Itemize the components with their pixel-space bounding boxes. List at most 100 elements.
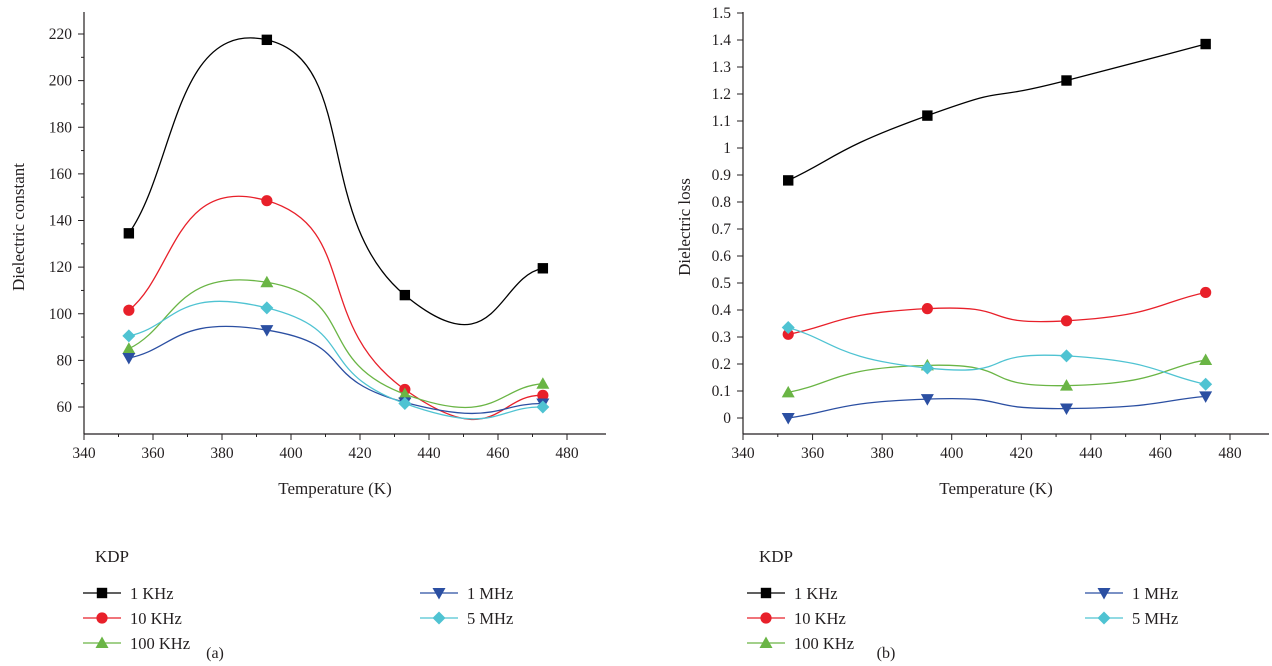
- data-point-1mhz-b: [1060, 403, 1074, 416]
- legend-label-100khz-b: 100 KHz: [794, 634, 854, 653]
- panel-caption-a: (a): [206, 645, 224, 662]
- x-tick-label-b: 420: [1010, 445, 1034, 462]
- y-axis-title-a: Dielectric constant: [9, 163, 28, 291]
- y-tick-label-a: 100: [49, 306, 73, 323]
- data-point-5mhz-b: [1199, 377, 1213, 391]
- series-line-5mhz-a: [128, 300, 543, 420]
- y-tick-label-a: 120: [49, 259, 73, 276]
- y-tick-label-b: 0.4: [712, 302, 732, 319]
- legend-label-1khz-a: 1 KHz: [130, 584, 174, 603]
- y-tick-label-b: 1.4: [712, 32, 732, 49]
- data-point-1khz-b: [1061, 75, 1072, 86]
- x-tick-label-b: 440: [1079, 445, 1103, 462]
- series-line-100khz-a: [128, 279, 543, 409]
- data-point-100khz-b: [1199, 353, 1213, 365]
- x-tick-label-a: 400: [279, 445, 303, 462]
- legend-label-1mhz-a: 1 MHz: [467, 584, 513, 603]
- x-tick-label-b: 380: [871, 445, 895, 462]
- legend-label-5mhz-b: 5 MHz: [1132, 609, 1178, 628]
- legend-marker-5mhz-b: [1097, 611, 1111, 625]
- data-point-1mhz-b: [920, 394, 934, 406]
- y-axis-title-b: Dielectric loss: [675, 178, 694, 276]
- data-point-100khz-b: [1060, 379, 1074, 391]
- x-tick-label-b: 460: [1149, 445, 1173, 462]
- legend-label-10khz-b: 10 KHz: [794, 609, 846, 628]
- y-tick-label-a: 80: [57, 352, 73, 369]
- y-tick-label-b: 1.1: [712, 113, 731, 130]
- series-line-10khz-a: [128, 195, 543, 421]
- legend-marker-100khz-b: [759, 636, 773, 648]
- y-tick-label-a: 160: [49, 166, 73, 183]
- data-point-100khz-b: [781, 385, 795, 398]
- data-point-1khz-b: [922, 110, 933, 121]
- series-line-1mhz-a: [128, 325, 543, 415]
- data-point-5mhz-a: [536, 400, 550, 414]
- series-line-1khz-b: [787, 43, 1206, 181]
- y-tick-label-b: 0.6: [712, 248, 732, 265]
- x-tick-label-a: 380: [210, 445, 234, 462]
- data-point-1mhz-a: [122, 353, 136, 365]
- data-point-5mhz-a: [122, 329, 136, 343]
- y-tick-label-a: 220: [49, 26, 73, 43]
- data-point-1mhz-a: [260, 325, 274, 337]
- data-point-10khz-b: [1200, 286, 1212, 299]
- legend-label-1mhz-b: 1 MHz: [1132, 584, 1178, 603]
- legend-marker-10khz-b: [760, 612, 772, 624]
- data-point-10khz-b: [782, 328, 794, 340]
- data-point-1khz-a: [537, 263, 549, 274]
- data-point-1mhz-b: [781, 413, 795, 425]
- data-point-5mhz-b: [1060, 349, 1074, 363]
- y-tick-label-b: 1: [723, 140, 731, 157]
- data-point-5mhz-a: [398, 397, 412, 411]
- legend-marker-1khz-b: [760, 587, 772, 599]
- x-axis-title-b: Temperature (K): [939, 479, 1053, 498]
- data-point-10khz-b: [1060, 315, 1073, 327]
- data-point-10khz-a: [537, 389, 549, 401]
- data-point-5mhz-a: [260, 301, 274, 315]
- data-point-100khz-a: [122, 342, 136, 354]
- data-point-5mhz-b: [920, 361, 934, 375]
- legend-marker-10khz-a: [96, 612, 108, 624]
- legend-label-10khz-a: 10 KHz: [130, 609, 182, 628]
- y-tick-label-b: 1.2: [712, 86, 731, 103]
- data-point-1khz-a: [123, 228, 135, 239]
- legend-marker-1khz-a: [96, 587, 108, 599]
- data-point-1khz-a: [399, 289, 411, 301]
- y-tick-label-a: 60: [57, 399, 73, 416]
- x-axis-title-a: Temperature (K): [278, 479, 392, 498]
- series-line-10khz-b: [788, 291, 1206, 335]
- legend-label-1khz-b: 1 KHz: [794, 584, 838, 603]
- panel-a: 340 360 380 400 420 440 460 480 60 80 100 120 140 160…: [9, 12, 606, 662]
- data-point-10khz-a: [123, 304, 135, 316]
- panel-caption-b: (b): [877, 645, 896, 662]
- data-point-5mhz-b: [781, 321, 795, 335]
- data-point-100khz-a: [398, 387, 412, 400]
- x-tick-label-b: 340: [731, 445, 755, 462]
- data-point-10khz-b: [921, 303, 933, 315]
- y-tick-label-b: 0.3: [712, 329, 732, 346]
- y-tick-label-b: 0.5: [712, 275, 732, 292]
- y-tick-label-b: 0.9: [712, 167, 732, 184]
- series-line-1khz-a: [128, 37, 543, 326]
- x-tick-label-b: 480: [1218, 445, 1242, 462]
- data-point-1khz-b: [1200, 38, 1211, 50]
- data-point-1khz-b: [783, 175, 794, 186]
- x-tick-label-a: 340: [72, 445, 96, 462]
- series-line-1mhz-b: [788, 395, 1206, 419]
- y-tick-label-b: 0.7: [712, 221, 732, 238]
- data-point-1khz-a: [261, 34, 273, 46]
- legend-title-b: KDP: [759, 547, 793, 566]
- legend-label-100khz-a: 100 KHz: [130, 634, 190, 653]
- panel-b: 340 360 380 400 420 440 460 480 0 0.1 0.2 0.3 0.4 0.5…: [675, 5, 1269, 662]
- y-tick-label-b: 1.5: [712, 5, 732, 22]
- x-tick-label-b: 360: [801, 445, 825, 462]
- legend-marker-5mhz-a: [432, 611, 446, 625]
- y-tick-label-a: 180: [49, 119, 73, 136]
- y-tick-label-b: 0.2: [712, 356, 731, 373]
- y-tick-label-b: 0.1: [712, 383, 731, 400]
- y-tick-label-a: 140: [49, 213, 73, 230]
- x-tick-label-a: 460: [486, 445, 510, 462]
- data-point-1mhz-b: [1199, 391, 1213, 403]
- legend-marker-1mhz-a: [432, 588, 446, 600]
